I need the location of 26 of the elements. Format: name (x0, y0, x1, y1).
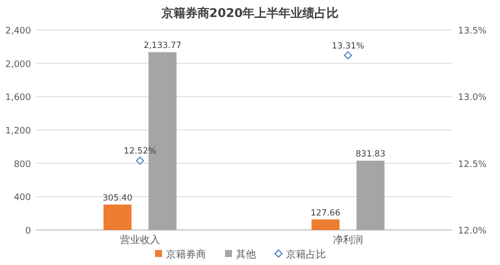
y-tick-label: 800 (14, 160, 32, 170)
y-tick-label: 2,000 (5, 60, 32, 70)
y-tick-label: 1,200 (5, 126, 32, 136)
y-tick-label: 0 (25, 226, 32, 236)
x-tick-label: 营业收入 (120, 234, 160, 246)
data-label: 305.40 (102, 194, 132, 204)
legend-label: 京籍占比 (286, 248, 326, 260)
chart-title: 京籍券商2020年上半年业绩占比 (160, 6, 339, 20)
x-tick-label: 净利润 (333, 234, 363, 246)
y2-tick-label: 13.0% (458, 93, 488, 104)
data-label: 13.31% (332, 41, 364, 52)
bar (356, 160, 384, 230)
data-label: 127.66 (310, 208, 340, 218)
data-label: 831.83 (356, 150, 386, 160)
bar (104, 204, 132, 230)
bar (312, 219, 340, 230)
y-tick-label: 2,400 (5, 26, 32, 36)
legend-label: 京籍券商 (166, 248, 206, 260)
y-tick-label: 1,600 (5, 93, 32, 104)
y2-tick-label: 12.5% (458, 160, 488, 170)
y-tick-label: 400 (14, 193, 32, 204)
y2-tick-label: 13.5% (458, 26, 488, 36)
data-label: 2,133.77 (144, 41, 182, 52)
data-label: 12.52% (124, 146, 156, 157)
y2-tick-label: 12.0% (458, 226, 488, 236)
legend-label: 其他 (236, 248, 256, 260)
